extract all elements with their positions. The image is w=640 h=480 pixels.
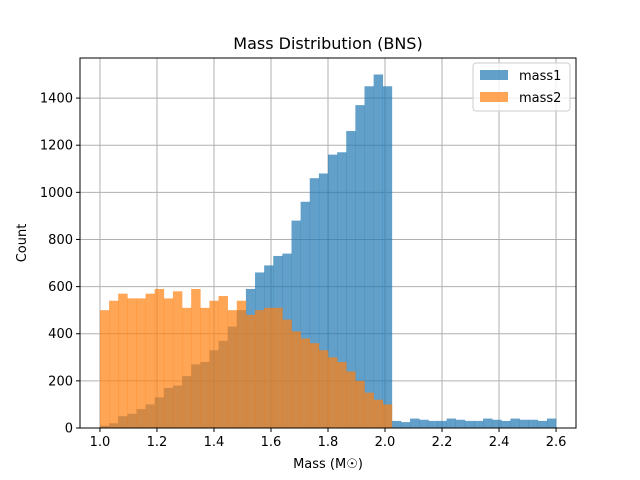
bar-mass2 bbox=[218, 296, 228, 428]
bar-mass2 bbox=[382, 404, 393, 428]
bar-mass1 bbox=[510, 418, 520, 428]
bar-mass1 bbox=[328, 154, 338, 428]
bar-mass2 bbox=[255, 310, 265, 428]
bar-mass2 bbox=[373, 399, 384, 428]
bar-mass1 bbox=[309, 178, 320, 428]
bar-mass2 bbox=[182, 307, 192, 428]
bar-mass2 bbox=[227, 310, 238, 428]
bar-mass2 bbox=[346, 371, 356, 428]
y-tick-label: 800 bbox=[48, 233, 73, 248]
legend-swatch-mass2 bbox=[480, 92, 508, 102]
bar-mass1 bbox=[346, 131, 356, 429]
bar-mass2 bbox=[136, 298, 146, 428]
bar-mass2 bbox=[154, 288, 165, 428]
bar-mass2 bbox=[118, 293, 128, 428]
bar-mass1 bbox=[410, 418, 420, 428]
y-tick-label: 400 bbox=[48, 327, 73, 342]
bar-mass2 bbox=[145, 293, 155, 428]
legend-label-mass2: mass2 bbox=[519, 91, 561, 106]
chart-title: Mass Distribution (BNS) bbox=[233, 34, 422, 53]
bar-mass2 bbox=[209, 300, 219, 428]
bar-mass2 bbox=[245, 314, 256, 428]
bar-mass1 bbox=[528, 419, 539, 428]
bar-mass2 bbox=[99, 310, 110, 428]
y-tick-label: 600 bbox=[48, 280, 73, 295]
bar-mass2 bbox=[328, 357, 338, 428]
bar-mass2 bbox=[191, 288, 201, 428]
bar-mass1 bbox=[473, 420, 484, 428]
bar-mass1 bbox=[382, 86, 393, 428]
bar-mass1 bbox=[300, 201, 311, 428]
y-tick-label: 1400 bbox=[40, 92, 73, 107]
bar-mass2 bbox=[236, 300, 247, 428]
bar-mass2 bbox=[172, 291, 183, 428]
legend-swatch-mass1 bbox=[480, 70, 508, 80]
y-axis-label: Count bbox=[15, 224, 30, 263]
bar-mass2 bbox=[309, 343, 320, 428]
bar-mass1 bbox=[464, 420, 475, 428]
bar-mass1 bbox=[546, 418, 557, 428]
bar-mass1 bbox=[492, 419, 502, 428]
bar-mass2 bbox=[109, 300, 119, 428]
bar-mass2 bbox=[264, 307, 274, 428]
y-tick-label: 200 bbox=[48, 374, 73, 389]
x-tick-label: 2.2 bbox=[432, 435, 453, 450]
y-tick-label: 1200 bbox=[40, 139, 73, 154]
bar-mass1 bbox=[318, 173, 329, 428]
bar-mass1 bbox=[355, 105, 365, 428]
axis-ticks: 1.0 1.2 1.4 1.6 1.8 2.0 2.2 2.4 2.6 0 200 400 600 800… bbox=[40, 92, 566, 450]
bar-mass2 bbox=[318, 350, 329, 428]
bar-mass2 bbox=[291, 331, 301, 428]
x-tick-label: 2.6 bbox=[546, 435, 567, 450]
bar-mass1 bbox=[419, 419, 429, 428]
x-tick-label: 2.4 bbox=[489, 435, 510, 450]
bar-mass2 bbox=[364, 392, 374, 428]
bar-mass1 bbox=[483, 418, 493, 428]
legend-label-mass1: mass1 bbox=[519, 69, 561, 84]
bar-mass1 bbox=[537, 420, 548, 428]
bar-mass2 bbox=[127, 298, 137, 428]
bar-mass1 bbox=[337, 152, 347, 428]
x-tick-label: 1.0 bbox=[90, 435, 111, 450]
bar-mass1 bbox=[373, 74, 384, 428]
bar-mass1 bbox=[519, 419, 529, 428]
bar-mass2 bbox=[300, 338, 311, 428]
bar-mass2 bbox=[163, 298, 174, 428]
x-tick-label: 1.8 bbox=[318, 435, 339, 450]
bar-mass1 bbox=[446, 418, 457, 428]
bar-mass2 bbox=[282, 319, 292, 428]
bar-mass2 bbox=[273, 307, 283, 428]
y-tick-label: 1000 bbox=[40, 186, 73, 201]
bar-mass1 bbox=[428, 420, 438, 428]
bar-mass1 bbox=[391, 420, 402, 428]
bar-mass1 bbox=[501, 420, 511, 428]
y-tick-label: 0 bbox=[65, 422, 73, 437]
x-tick-label: 1.4 bbox=[204, 435, 225, 450]
x-tick-label: 1.6 bbox=[261, 435, 282, 450]
bar-mass1 bbox=[364, 86, 374, 428]
bar-mass1 bbox=[455, 419, 466, 428]
x-axis-label: Mass (M☉) bbox=[293, 457, 363, 472]
legend: mass1 mass2 bbox=[472, 62, 571, 112]
bar-mass1 bbox=[291, 220, 301, 428]
bar-mass2 bbox=[200, 307, 210, 428]
bar-mass2 bbox=[337, 362, 347, 428]
bar-mass1 bbox=[400, 422, 411, 428]
x-tick-label: 1.2 bbox=[147, 435, 168, 450]
bar-mass1 bbox=[437, 420, 447, 428]
bar-mass2 bbox=[355, 380, 365, 428]
histogram-bars bbox=[99, 74, 557, 429]
x-tick-label: 2.0 bbox=[375, 435, 396, 450]
